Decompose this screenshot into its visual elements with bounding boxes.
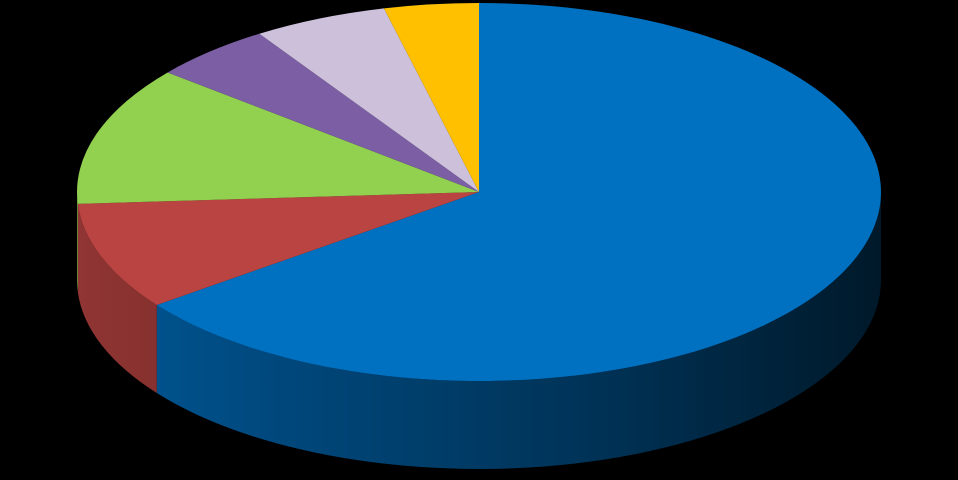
- pie-top-faces: [77, 3, 881, 381]
- pie-slice-0: [156, 3, 881, 381]
- pie-slice-side-0: [156, 192, 881, 469]
- pie-slice-4: [259, 8, 479, 192]
- pie-slice-1: [77, 192, 479, 306]
- pie-side-walls: [77, 192, 881, 469]
- pie-slice-side-1: [77, 203, 157, 394]
- pie-slice-2: [77, 72, 480, 204]
- pie-slice-5: [383, 3, 479, 192]
- pie-slice-side-2: [77, 192, 78, 292]
- pie-slice-3: [167, 33, 479, 192]
